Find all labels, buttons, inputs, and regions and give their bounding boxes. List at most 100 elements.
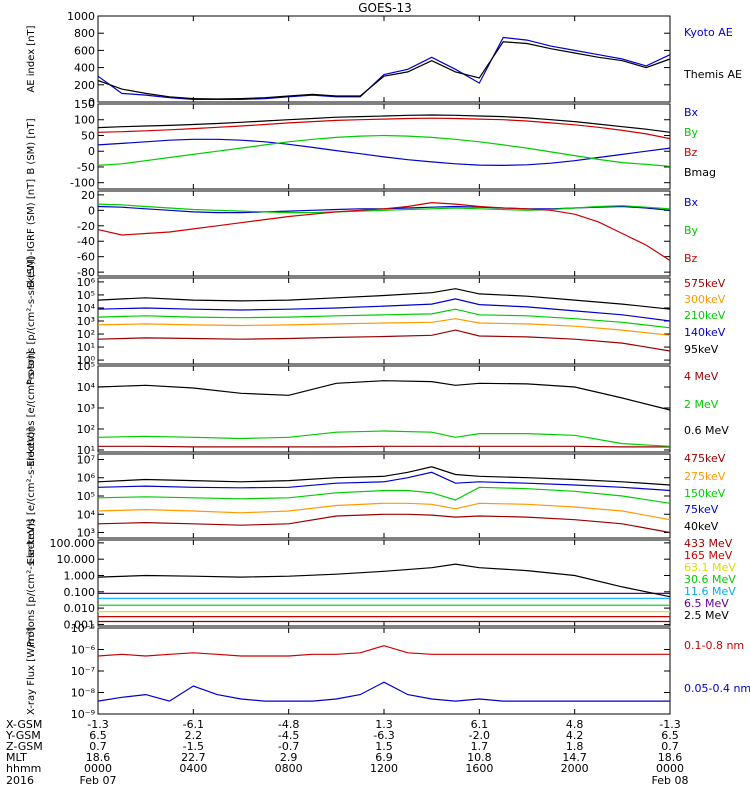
series-line-4-mev	[98, 445, 670, 448]
footer-value: -4.5	[278, 729, 299, 742]
series-line-bz	[97, 201, 671, 262]
legend-entry: By	[684, 224, 699, 237]
series-line-575kev	[97, 329, 671, 352]
footer-value: 6.1	[471, 718, 489, 731]
panel-frame	[97, 190, 671, 277]
footer-row-label: MLT	[6, 751, 27, 764]
footer-value: 0000	[84, 762, 112, 775]
y-tick-label: 10¹	[77, 341, 95, 354]
footer-value: -1.3	[87, 718, 108, 731]
footer-value: 4.2	[566, 729, 584, 742]
series-line-95kev	[97, 288, 671, 310]
y-tick-label: 10⁷	[77, 453, 95, 466]
footer-value: 1.7	[471, 740, 489, 753]
y-tick-label: -80	[77, 266, 95, 279]
legend-entry: Themis AE	[683, 68, 742, 81]
series-line-by	[97, 203, 671, 214]
y-tick-label: 0	[88, 204, 95, 217]
footer-value: -6.1	[183, 718, 204, 731]
footer-value: 1600	[465, 762, 493, 775]
footer-value: 0400	[179, 762, 207, 775]
legend-entry: 433 MeV	[684, 537, 733, 550]
y-tick-label: 10⁻⁷	[71, 665, 95, 678]
footer-value: 2.9	[280, 751, 298, 764]
footer-value: 0800	[275, 762, 303, 775]
y-tick-label: 10⁻⁸	[71, 687, 96, 700]
legend-entry: 2.5 MeV	[684, 609, 729, 622]
footer-value: 1.8	[566, 740, 584, 753]
series-line-210kev	[97, 308, 671, 329]
y-tick-label: 10⁰	[77, 354, 96, 367]
footer-value: 6.5	[89, 729, 107, 742]
series-line-bx	[97, 138, 671, 167]
series-line-0-1-0-8-nm	[97, 645, 670, 657]
y-axis-label: Protons [p/(cm²-s-sr-keV)]	[26, 257, 37, 385]
legend-entry: 140keV	[684, 326, 726, 339]
legend-entry: 210keV	[684, 309, 726, 322]
legend-entry: 30.6 MeV	[684, 573, 736, 586]
y-tick-label: 10³	[77, 402, 95, 415]
y-tick-label: 10⁴	[77, 508, 96, 521]
y-tick-label: 0.100	[64, 586, 96, 599]
series-line-0-6-mev	[97, 380, 671, 411]
y-axis-label: AE index [nT]	[26, 25, 37, 92]
footer-value: 18.6	[86, 751, 111, 764]
y-tick-label: 0	[88, 96, 95, 109]
y-tick-label: 10³	[77, 315, 95, 328]
y-tick-label: 1000	[67, 10, 95, 23]
y-axis-label: Protons [p/(cm²-s-sr-keV)]	[26, 519, 37, 647]
legend-entry: Bz	[684, 146, 698, 159]
panel-electrons1: 10¹ 10² 10³ 10⁴ 10⁵ Electrons [e/(cm²-s-sr)] 4…	[26, 351, 729, 467]
panel-frame	[97, 277, 671, 365]
y-tick-label: 0.001	[64, 618, 96, 631]
footer-value: 1.3	[375, 718, 393, 731]
panel-frame	[97, 103, 671, 190]
chart-title: GOES-13	[358, 1, 412, 15]
legend-entry: 0.1-0.8 nm	[684, 639, 744, 652]
footer-value: 2000	[561, 762, 589, 775]
y-tick-label: 0.010	[64, 602, 96, 615]
y-tick-label: -40	[77, 235, 95, 248]
series-line-bmag	[97, 114, 671, 133]
footer-value: -2.0	[469, 729, 490, 742]
footer-row-label: 2016	[6, 774, 34, 787]
series-line-themis-ae	[97, 41, 671, 100]
footer-value: Feb 08	[652, 774, 689, 787]
footer-row-label: Y-GSM	[5, 729, 41, 742]
y-tick-label: 600	[74, 44, 95, 57]
y-axis-label: B (SM) [nT]	[26, 118, 37, 174]
series-line-275kev	[97, 502, 671, 521]
legend-entry: 40keV	[684, 520, 719, 533]
footer-value: 0.7	[89, 740, 107, 753]
y-axis-label: X-ray Flux [W/m²]	[26, 627, 37, 715]
series-line-kyoto-ae	[97, 36, 671, 101]
footer-value: -1.5	[183, 740, 204, 753]
legend-entry: Bx	[684, 196, 699, 209]
y-tick-label: 10³	[77, 527, 95, 540]
series-line-2-5-mev	[97, 563, 671, 598]
y-tick-label: 10.000	[57, 553, 96, 566]
y-tick-label: 10⁴	[77, 381, 96, 394]
footer-value: 18.6	[658, 751, 683, 764]
y-tick-label: -100	[70, 177, 95, 190]
y-tick-label: 20	[81, 189, 95, 202]
series-line-40kev	[97, 466, 671, 486]
y-tick-label: 50	[81, 129, 95, 142]
series-line-300kev	[97, 318, 671, 336]
y-tick-label: 150	[74, 98, 95, 111]
y-tick-label: 100.000	[50, 537, 96, 550]
footer-value: 10.8	[467, 751, 492, 764]
series-line-0-05-0-4-nm	[97, 681, 670, 702]
y-tick-label: 10⁶	[77, 472, 96, 485]
panel-frame	[97, 15, 671, 103]
panel-bsm: -100 -50 0 50 100 150 B (SM) [nT] Bx By Bz Bmag	[26, 98, 716, 190]
legend-entry: 150keV	[684, 487, 726, 500]
footer-value: 14.7	[562, 751, 587, 764]
y-axis-label: Electrons [e/(cm²-s-sr-keV)]	[26, 427, 37, 564]
footer-value: -4.8	[278, 718, 299, 731]
footer-value: 22.7	[181, 751, 206, 764]
footer-row-label: X-GSM	[6, 718, 42, 731]
y-tick-label: 10⁵	[77, 490, 95, 503]
legend-entry: 6.5 MeV	[684, 597, 729, 610]
